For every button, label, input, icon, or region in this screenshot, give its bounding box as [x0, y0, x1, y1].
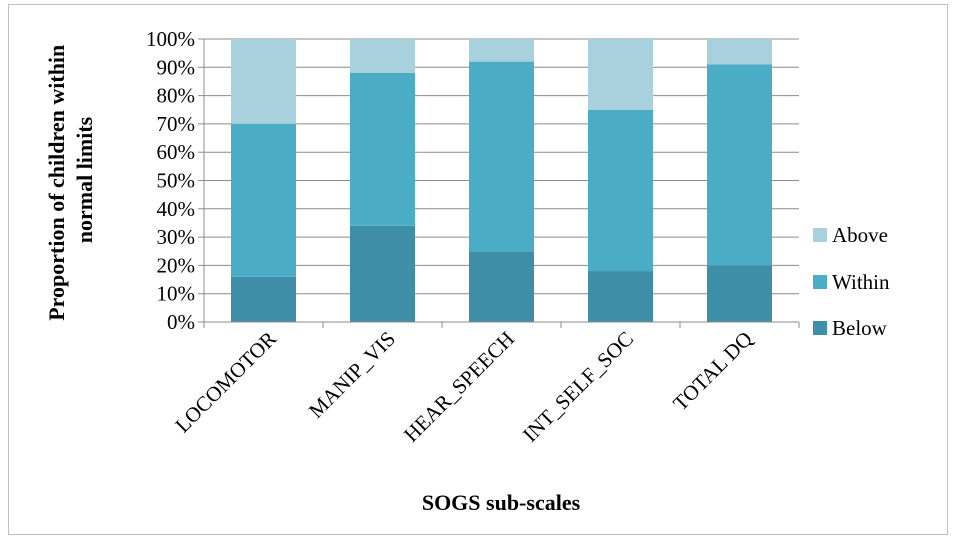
bar-within-locomotor	[231, 123, 296, 277]
y-tick-label: 20%	[157, 253, 196, 277]
bar-above-locomotor	[231, 39, 296, 124]
x-tick-label: INT_SELF_SOC	[518, 327, 638, 447]
bar-below-int-self-soc	[588, 271, 653, 322]
bar-within-manip-vis	[350, 72, 415, 226]
y-axis-label-line-1: Proportion of children within	[44, 45, 69, 321]
bar-within-hear-speech	[469, 61, 534, 252]
legend-label-above: Above	[832, 223, 888, 247]
y-tick-label: 30%	[157, 225, 196, 249]
bar-below-total-dq	[707, 265, 772, 322]
y-tick-label: 90%	[157, 55, 196, 79]
legend-swatch-below	[813, 321, 827, 335]
legend-label-below: Below	[832, 316, 888, 340]
x-tick-label: HEAR_SPEECH	[399, 327, 519, 447]
legend-swatch-within	[813, 275, 827, 289]
y-axis-label-line-2: normal limits	[72, 116, 97, 243]
y-tick-label: 100%	[146, 27, 195, 51]
bar-within-int-self-soc	[588, 109, 653, 272]
bar-below-manip-vis	[350, 225, 415, 322]
bars	[231, 39, 772, 322]
legend: Above Within Below	[813, 223, 890, 340]
x-tick-labels: LOCOMOTOR MANIP_VISHEAR_SPEECHINT_SELF_SO…	[170, 327, 757, 447]
x-tick-label: TOTAL DQ	[668, 327, 757, 416]
y-tick-label: 0%	[167, 310, 195, 334]
bar-above-manip-vis	[350, 39, 415, 73]
y-tick-label: 50%	[157, 169, 196, 193]
bar-above-total-dq	[707, 39, 772, 65]
y-tick-label: 40%	[157, 197, 196, 221]
legend-swatch-above	[813, 228, 827, 242]
y-tick-label: 70%	[157, 112, 196, 136]
y-axis-label: Proportion of children within normal lim…	[44, 39, 97, 321]
bar-above-int-self-soc	[588, 39, 653, 110]
bar-above-hear-speech	[469, 39, 534, 62]
legend-label-within: Within	[832, 270, 890, 294]
x-tick-label: LOCOMOTOR	[170, 327, 281, 438]
bar-within-total-dq	[707, 64, 772, 266]
y-tick-label: 10%	[157, 282, 196, 306]
axes	[203, 39, 800, 328]
y-tick-labels: 0% 10% 20% 30% 40% 50% 60% 70% 80% 90% 100%	[146, 27, 195, 334]
bar-below-locomotor	[231, 276, 296, 322]
y-tick-label: 60%	[157, 140, 196, 164]
x-tick-label: MANIP_VIS	[304, 327, 400, 423]
x-axis-label: SOGS sub-scales	[422, 490, 581, 515]
bar-below-hear-speech	[469, 251, 534, 322]
y-tick-label: 80%	[157, 84, 196, 108]
